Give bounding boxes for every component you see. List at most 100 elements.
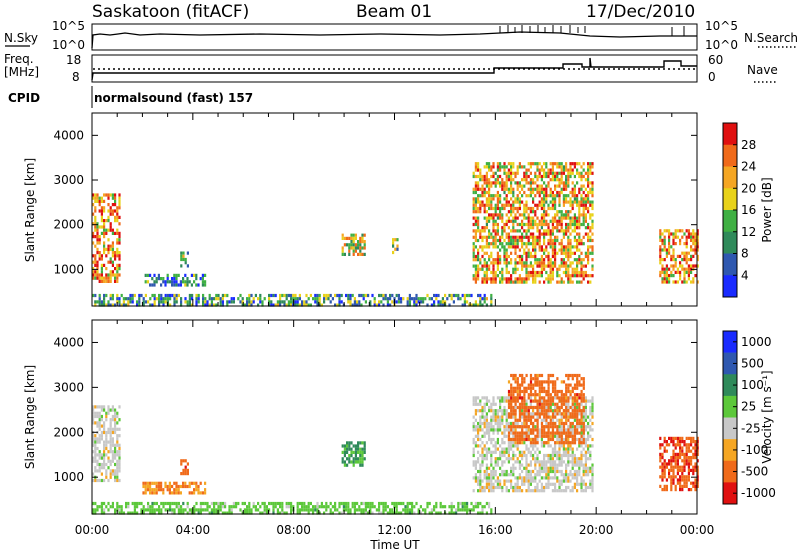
data-cell <box>98 279 101 283</box>
data-cell <box>474 434 477 438</box>
power-data-layer <box>92 162 699 307</box>
data-cell <box>182 472 185 476</box>
data-cell <box>276 300 279 304</box>
data-cell <box>532 181 535 185</box>
data-cell <box>558 194 561 198</box>
colorbar-segment <box>723 253 737 276</box>
data-cell <box>573 476 576 480</box>
data-cell <box>556 393 559 397</box>
data-cell <box>394 247 397 251</box>
data-cell <box>507 434 511 438</box>
data-cell <box>352 249 355 253</box>
data-cell <box>111 453 114 457</box>
x-tick-label: 08:00 <box>276 523 311 537</box>
data-cell <box>499 409 502 413</box>
data-cell <box>569 479 572 483</box>
data-cell <box>94 511 97 515</box>
data-cell <box>363 450 366 454</box>
data-cell <box>479 200 482 204</box>
data-cell <box>350 441 353 445</box>
data-cell <box>472 229 475 233</box>
data-cell <box>591 184 594 188</box>
data-cell <box>494 210 497 214</box>
data-cell <box>109 424 112 428</box>
data-cell <box>549 393 552 397</box>
data-cell <box>349 303 352 307</box>
data-cell <box>512 434 515 438</box>
data-cell <box>103 300 106 304</box>
data-cell <box>516 434 519 438</box>
data-cell <box>547 226 550 230</box>
data-cell <box>350 454 353 458</box>
data-cell <box>510 393 513 397</box>
data-cell <box>190 283 193 287</box>
data-cell <box>127 511 130 515</box>
data-cell <box>334 293 337 298</box>
data-cell <box>534 437 537 442</box>
data-cell <box>538 187 541 191</box>
data-cell <box>536 421 539 426</box>
data-cell <box>477 248 480 252</box>
data-cell <box>118 462 121 467</box>
data-cell <box>177 511 180 515</box>
data-cell <box>378 508 381 512</box>
data-cell <box>687 488 690 492</box>
data-cell <box>160 277 163 281</box>
data-cell <box>457 508 460 512</box>
data-cell <box>556 162 559 166</box>
data-cell <box>672 449 675 453</box>
data-cell <box>569 238 572 243</box>
data-cell <box>94 263 97 267</box>
data-cell <box>558 409 561 413</box>
data-cell <box>352 243 355 247</box>
data-cell <box>433 303 436 307</box>
data-cell <box>397 511 400 515</box>
data-cell <box>175 481 178 485</box>
data-cell <box>109 222 112 226</box>
data-cell <box>483 402 486 406</box>
data-cell <box>518 229 521 233</box>
data-cell <box>485 441 488 445</box>
data-cell <box>516 242 519 246</box>
data-cell <box>272 303 275 307</box>
data-cell <box>578 248 581 252</box>
data-cell <box>496 226 499 230</box>
data-cell <box>672 472 675 476</box>
data-cell <box>685 436 688 440</box>
data-cell <box>287 303 290 307</box>
data-cell <box>490 441 493 445</box>
data-cell <box>144 508 147 512</box>
data-cell <box>195 273 198 277</box>
data-cell <box>529 380 533 384</box>
data-cell <box>696 468 699 472</box>
data-cell <box>659 484 662 488</box>
data-cell <box>314 293 317 298</box>
data-cell <box>681 468 684 472</box>
data-cell <box>576 469 579 474</box>
data-cell <box>481 505 484 509</box>
data-cell <box>573 485 576 490</box>
data-cell <box>567 174 570 179</box>
data-cell <box>571 270 574 275</box>
data-cell <box>543 261 546 265</box>
data-cell <box>556 226 559 230</box>
data-cell <box>213 511 216 515</box>
data-cell <box>114 196 117 200</box>
data-cell <box>672 238 675 242</box>
data-cell <box>499 450 502 454</box>
data-cell <box>109 303 112 307</box>
data-cell <box>404 508 407 512</box>
data-cell <box>501 245 504 249</box>
data-cell <box>114 276 117 280</box>
data-cell <box>290 508 293 512</box>
data-cell <box>103 206 106 210</box>
data-cell <box>525 389 528 394</box>
data-cell <box>661 475 664 479</box>
data-cell <box>529 476 532 480</box>
data-cell <box>567 437 570 442</box>
data-cell <box>676 440 679 444</box>
data-cell <box>584 437 587 442</box>
data-cell <box>551 222 554 227</box>
data-cell <box>576 248 579 252</box>
data-cell <box>481 453 484 458</box>
